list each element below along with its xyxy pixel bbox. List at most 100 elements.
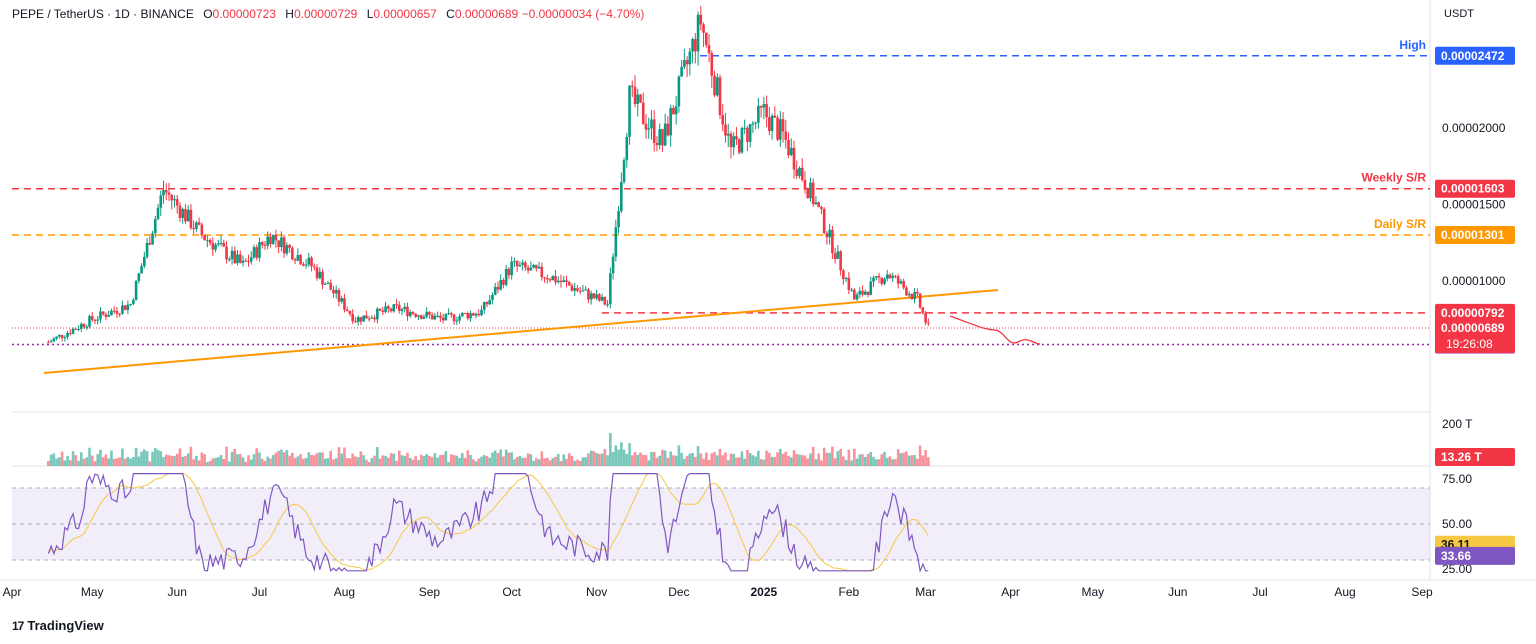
trendline xyxy=(43,289,999,374)
candle-body xyxy=(885,274,889,279)
candle-body xyxy=(296,255,300,261)
volume-bar xyxy=(833,458,837,466)
candle-body xyxy=(140,266,143,274)
volume-bar xyxy=(663,450,667,466)
candle-body xyxy=(52,338,56,342)
candle-body xyxy=(814,202,818,205)
volume-bar xyxy=(850,460,853,466)
time-tick: Jul xyxy=(252,585,267,599)
volume-bar xyxy=(592,451,596,466)
candle-body xyxy=(902,281,905,288)
volume-bar xyxy=(403,455,407,466)
candle-body xyxy=(800,167,804,181)
close-label: C xyxy=(446,7,455,21)
volume-bar xyxy=(175,453,179,466)
volume-bar xyxy=(74,455,78,466)
volume-bar xyxy=(200,452,204,466)
last-price-tag: 0.00000689 xyxy=(1441,321,1505,335)
volume-bar xyxy=(414,456,418,466)
candle-body xyxy=(754,122,757,124)
volume-bar xyxy=(691,452,694,466)
level-price-tag: 0.00001301 xyxy=(1441,228,1505,242)
candle-body xyxy=(899,281,903,284)
candle-body xyxy=(58,334,61,337)
candle-body xyxy=(803,180,807,190)
volume-bar xyxy=(55,458,58,466)
candle-body xyxy=(661,129,664,146)
candle-body xyxy=(107,315,110,317)
volume-bar xyxy=(329,450,333,466)
candle-body xyxy=(466,313,470,319)
candle-body xyxy=(337,290,341,302)
volume-bar xyxy=(825,452,829,466)
candle-body xyxy=(323,283,327,285)
volume-bar xyxy=(655,457,659,466)
candle-body xyxy=(622,160,626,183)
volume-bar xyxy=(891,459,895,466)
volume-bar xyxy=(600,453,604,466)
candle-body xyxy=(469,313,472,319)
candle-body xyxy=(625,136,629,161)
candle-body xyxy=(260,242,264,245)
volume-bar xyxy=(82,458,86,466)
candle-body xyxy=(395,304,398,306)
volume-bar xyxy=(436,457,439,466)
candle-body xyxy=(450,313,453,315)
volume-bar xyxy=(356,457,360,466)
volume-bar xyxy=(896,449,900,466)
candle-body xyxy=(918,293,922,308)
candle-body xyxy=(408,312,412,317)
candle-body xyxy=(740,128,744,153)
volume-bar xyxy=(853,448,856,466)
volume-bar xyxy=(337,447,341,466)
candle-body xyxy=(877,276,881,278)
volume-bar xyxy=(378,458,382,466)
volume-bar xyxy=(888,456,892,466)
candle-body xyxy=(99,311,102,320)
candle-body xyxy=(507,268,511,276)
candle-body xyxy=(444,313,448,321)
candle-body xyxy=(288,245,291,248)
candle-body xyxy=(576,288,579,291)
volume-bar xyxy=(203,454,206,466)
volume-bar xyxy=(178,448,182,466)
volume-bar xyxy=(913,455,916,466)
volume-bar xyxy=(252,454,256,466)
candle-body xyxy=(496,286,500,290)
candle-body xyxy=(123,305,127,310)
level-price-tag-bg xyxy=(1435,225,1515,244)
time-axis: Apr May Jun Jul Aug Sep Oct Nov Dec 2025 Feb Mar Apr… xyxy=(3,585,1433,599)
candle-body xyxy=(252,247,256,258)
volume-bar xyxy=(792,450,796,466)
candle-body xyxy=(883,278,886,284)
volume-bar xyxy=(661,449,664,466)
volume-bar xyxy=(866,454,870,466)
volume-bar xyxy=(381,455,385,466)
volume-bar xyxy=(524,457,527,466)
volume-bar xyxy=(115,458,119,466)
candle-body xyxy=(291,247,294,260)
candle-body xyxy=(482,302,486,310)
candle-body xyxy=(910,294,914,300)
volume-bar xyxy=(384,455,387,466)
change-value: −0.00000034 (−4.70%) xyxy=(521,7,645,21)
volume-bar xyxy=(439,455,442,466)
volume-bar xyxy=(844,459,848,466)
volume-bar xyxy=(606,455,609,466)
candle-body xyxy=(839,251,842,271)
candle-body xyxy=(573,288,577,291)
candle-body xyxy=(430,314,434,320)
candle-body xyxy=(896,276,900,284)
candle-body xyxy=(609,273,612,305)
brand-logo[interactable]: 17 TradingView xyxy=(12,618,104,633)
candle-body xyxy=(118,313,121,315)
candle-body xyxy=(710,53,714,76)
volume-bar xyxy=(214,457,217,466)
level-price-tag: 0.00001603 xyxy=(1441,182,1505,196)
volume-bar xyxy=(170,455,174,466)
candle-body xyxy=(762,104,766,108)
volume-bar xyxy=(471,459,475,466)
candle-body xyxy=(696,14,700,52)
currency-label[interactable]: USDT xyxy=(1444,8,1474,20)
